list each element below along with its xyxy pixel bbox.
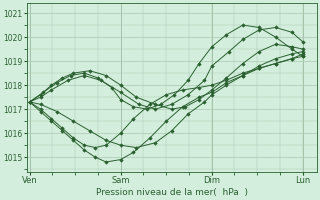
- X-axis label: Pression niveau de la mer(  hPa  ): Pression niveau de la mer( hPa ): [96, 188, 248, 197]
